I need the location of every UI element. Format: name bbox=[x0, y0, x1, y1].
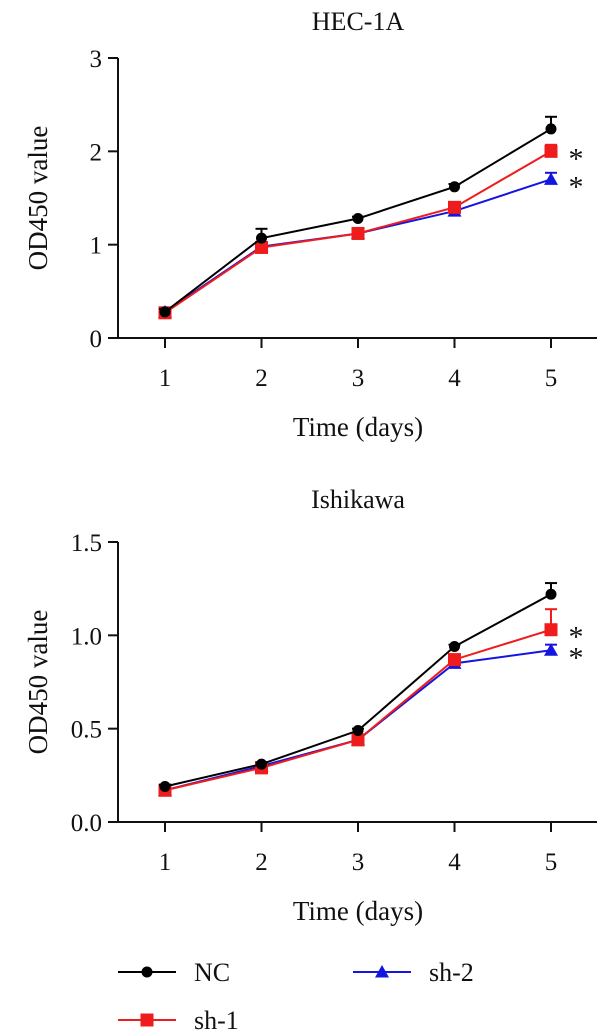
legend-label: sh-1 bbox=[194, 1006, 239, 1032]
y-axis-label: OD450 value bbox=[23, 126, 53, 271]
legend-marker bbox=[141, 966, 153, 978]
significance-marker: * bbox=[569, 621, 584, 654]
series-line bbox=[164, 649, 552, 792]
data-point bbox=[351, 733, 365, 747]
legend-label: NC bbox=[194, 958, 230, 987]
series-sh-2 bbox=[158, 171, 558, 318]
x-tick-label: 5 bbox=[545, 365, 558, 392]
data-point bbox=[352, 725, 364, 737]
data-point bbox=[544, 643, 558, 656]
x-tick-label: 4 bbox=[448, 365, 461, 392]
legend-item-sh-2: sh-2 bbox=[353, 958, 474, 987]
data-point bbox=[544, 172, 558, 185]
y-tick-label: 2 bbox=[90, 139, 103, 166]
series-line bbox=[164, 178, 552, 313]
panel-1: HEC-1A 0 1 2 3 1 2 3 4 5 Time (days) OD450 value ** bbox=[23, 7, 597, 442]
x-tick-label: 3 bbox=[352, 365, 365, 392]
y-axis-label: OD450 value bbox=[23, 610, 53, 755]
data-point bbox=[449, 181, 460, 193]
x-tick-label: 1 bbox=[159, 849, 172, 876]
y-tick-label: 1.0 bbox=[71, 623, 102, 650]
significance-marker: * bbox=[569, 142, 584, 175]
legend-marker bbox=[375, 965, 389, 978]
x-axis-label: Time (days) bbox=[293, 412, 423, 442]
y-tick-label: 3 bbox=[90, 46, 103, 73]
chart-title: Ishikawa bbox=[311, 485, 405, 514]
data-point bbox=[545, 123, 557, 135]
data-point bbox=[255, 240, 268, 254]
series-sh-2 bbox=[158, 643, 558, 796]
series-NC bbox=[159, 582, 557, 793]
series-line bbox=[164, 628, 552, 792]
significance-marker: * bbox=[569, 641, 584, 674]
data-point bbox=[159, 781, 171, 793]
data-point bbox=[256, 758, 267, 770]
x-tick-label: 4 bbox=[448, 849, 461, 876]
x-tick-label: 3 bbox=[352, 849, 365, 876]
data-point bbox=[545, 588, 557, 600]
series-line bbox=[164, 593, 552, 788]
x-tick-label: 2 bbox=[255, 849, 268, 876]
data-point bbox=[448, 200, 461, 214]
x-tick-label: 5 bbox=[545, 849, 558, 876]
y-tick-label: 0.0 bbox=[71, 810, 102, 837]
legend: NC sh-2 sh-1 bbox=[118, 958, 474, 1032]
panel-2: Ishikawa 0.0 0.5 1.0 1.5 1 2 3 4 5 Time (days) OD45… bbox=[23, 485, 597, 926]
legend-label: sh-2 bbox=[429, 958, 474, 987]
series-sh-1 bbox=[158, 608, 558, 797]
data-point bbox=[448, 653, 461, 667]
data-point bbox=[449, 641, 460, 653]
data-point bbox=[544, 144, 558, 158]
series-sh-1 bbox=[158, 143, 558, 320]
series-NC bbox=[159, 115, 557, 318]
x-axis-label: Time (days) bbox=[293, 896, 423, 926]
chart-title: HEC-1A bbox=[312, 7, 405, 36]
y-tick-label: 0 bbox=[90, 326, 103, 353]
data-point bbox=[351, 226, 365, 240]
data-point bbox=[256, 232, 267, 244]
legend-item-sh-1: sh-1 bbox=[118, 1006, 239, 1032]
data-point bbox=[159, 306, 171, 318]
significance-marker: * bbox=[569, 170, 584, 203]
y-tick-label: 1 bbox=[90, 233, 103, 260]
data-point bbox=[544, 623, 558, 637]
legend-item-NC: NC bbox=[118, 958, 230, 987]
x-tick-label: 1 bbox=[159, 365, 172, 392]
y-tick-label: 0.5 bbox=[71, 717, 102, 744]
data-point bbox=[352, 213, 364, 225]
y-tick-label: 1.5 bbox=[71, 530, 102, 557]
x-tick-label: 2 bbox=[255, 365, 268, 392]
legend-marker bbox=[140, 1013, 154, 1027]
